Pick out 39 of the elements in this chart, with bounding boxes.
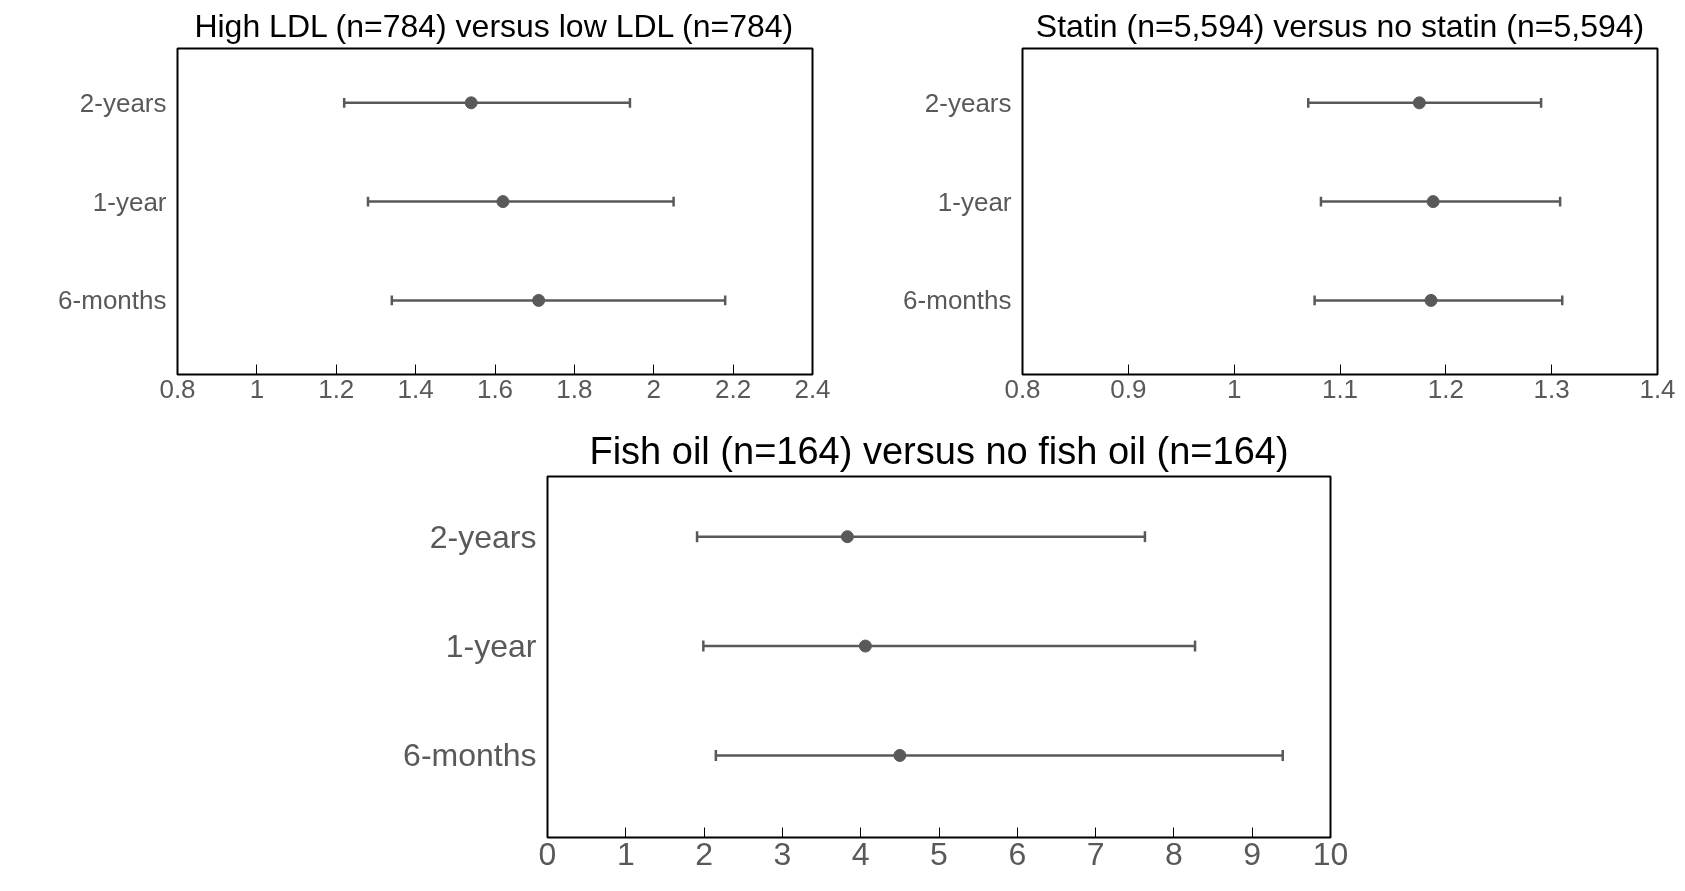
x-tick-label: 7 [1086,835,1105,872]
x-tick-label: 1.2 [318,373,355,404]
x-tick-label: 8 [1165,835,1183,872]
x-tick-label: 9 [1243,835,1262,872]
x-tick-label: 1 [249,373,265,404]
x-tick-label: 0.8 [159,373,196,404]
x-tick-label: 0.9 [1110,373,1147,404]
y-tick-label: 2-years [429,518,537,555]
chart-title: High LDL (n=784) versus low LDL (n=784) [194,7,794,44]
x-tick-label: 1.2 [1427,373,1464,404]
x-tick-label: 4 [851,835,870,872]
x-tick-label: 1.1 [1321,373,1359,404]
x-tick-label: 1 [1226,373,1242,404]
x-tick-label: 2.4 [794,373,831,404]
x-tick-label: 5 [930,835,948,872]
y-tick-label: 2-years [79,87,167,118]
x-tick-label: 10 [1312,835,1349,872]
y-tick-label: 1-year [445,628,537,665]
chart-title: Fish oil (n=164) versus no fish oil (n=164) [589,429,1289,472]
y-tick-label: 1-year [92,186,167,217]
x-tick-label: 1.4 [397,373,434,404]
x-tick-label: 0.8 [1004,373,1041,404]
x-tick-label: 1.4 [1639,373,1676,404]
x-tick-label: 0 [538,835,557,872]
y-tick-label: 1-year [937,186,1012,217]
y-tick-label: 6-months [903,285,1012,316]
x-tick-label: 3 [773,835,792,872]
x-tick-label: 6 [1008,835,1027,872]
x-tick-label: 1.8 [556,373,593,404]
x-tick-label: 1 [616,835,635,872]
x-tick-label: 1.6 [476,373,514,404]
x-tick-label: 1.3 [1533,373,1570,404]
y-tick-label: 2-years [924,87,1012,118]
x-tick-label: 2.2 [715,373,752,404]
x-tick-label: 2 [646,373,661,404]
chart-title: Statin (n=5,594) versus no statin (n=5,594) [1035,7,1645,44]
y-tick-label: 6-months [58,285,167,316]
y-tick-label: 6-months [403,737,537,774]
x-tick-label: 2 [695,835,713,872]
